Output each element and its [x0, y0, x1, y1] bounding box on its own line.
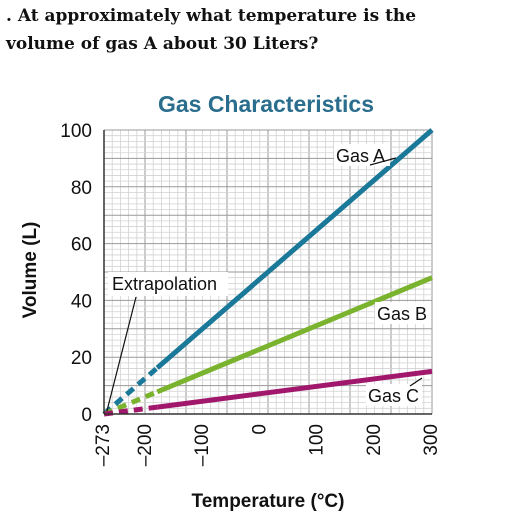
- x-tick-label: 100: [307, 424, 328, 456]
- y-tick-label: 80: [71, 178, 92, 199]
- annotations: Extrapolation Gas A Gas B Gas C: [106, 144, 431, 412]
- question-text: . At approximately what temperature is t…: [6, 2, 506, 58]
- y-tick-label: 60: [71, 235, 92, 256]
- y-tick-label: 0: [81, 405, 92, 426]
- question-line-2: volume of gas A about 30 Liters?: [6, 34, 319, 54]
- gas-a-line: [155, 128, 434, 370]
- x-tick-label: 200: [364, 424, 385, 456]
- y-tick-label: 100: [60, 121, 92, 142]
- x-tick-label: 0: [249, 424, 270, 435]
- gas-a-label-bg: [334, 144, 390, 166]
- y-tick-label: 20: [71, 348, 92, 369]
- gas-c-pointer: [409, 377, 423, 387]
- axes: [103, 130, 432, 415]
- x-tick-label: –100: [192, 424, 213, 466]
- gas-c-label: Gas C: [368, 386, 419, 406]
- question-line-1: . At approximately what temperature is t…: [6, 6, 417, 26]
- gas-a-pointer: [369, 157, 397, 166]
- gas-c-label-bg: [366, 384, 422, 406]
- extrapolation-label-bg: [108, 272, 228, 296]
- x-tick-label: 300: [421, 424, 442, 456]
- gas-b-line: [156, 275, 433, 395]
- x-tick-label: –200: [135, 424, 156, 466]
- gas-c-line: [156, 368, 433, 410]
- gas-a-extrapolated-line: [102, 366, 159, 416]
- x-tick-label: –273: [93, 424, 114, 466]
- chart-title: Gas Characteristics: [158, 91, 374, 117]
- x-axis-label: Temperature (°C): [192, 491, 345, 512]
- gas-c-extrapolated-line: [103, 404, 158, 417]
- extrapolation-label: Extrapolation: [112, 274, 217, 294]
- extrapolation-pointer: [106, 296, 137, 412]
- gas-b-label: Gas B: [377, 304, 427, 324]
- series-lines: [102, 128, 434, 417]
- tick-labels: 0 20 40 60 80 100 –273 –200 –100 0 100 200 300: [60, 121, 442, 466]
- gas-b-label-bg: [375, 302, 431, 324]
- gas-a-label: Gas A: [336, 146, 385, 166]
- y-axis-label: Volume (L): [20, 222, 41, 319]
- gas-b-extrapolated-line: [103, 389, 159, 417]
- y-tick-label: 40: [71, 291, 92, 312]
